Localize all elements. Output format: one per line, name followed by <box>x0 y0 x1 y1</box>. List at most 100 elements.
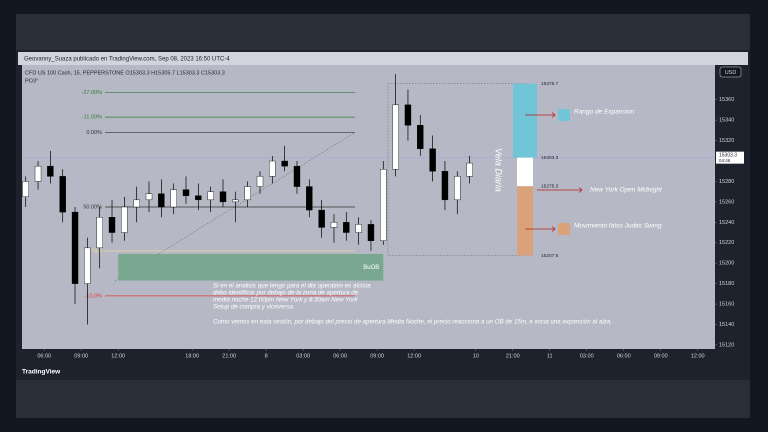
y-tick-label: 15340 <box>719 118 734 124</box>
indicator-legend: PO3° <box>25 78 38 84</box>
x-tick-label: 06:00 <box>617 353 631 359</box>
note-line: media noche 12:00pm New York y 8:30am Ne… <box>213 297 358 304</box>
x-tick-label: 11 <box>547 353 553 359</box>
candle-body <box>84 247 91 284</box>
fib-label: -10.0% <box>85 293 103 299</box>
time-axis <box>22 349 715 362</box>
candle-body <box>34 165 42 182</box>
expansion-swatch <box>558 109 570 121</box>
candle-body <box>293 165 301 187</box>
x-tick-label: 09:00 <box>74 353 88 359</box>
y-tick-label: 15240 <box>719 220 734 226</box>
candle-body <box>71 211 79 284</box>
last-price-time: 04:46 <box>719 158 731 163</box>
candle-body <box>343 222 350 233</box>
brand: TradingView <box>22 369 61 376</box>
y-tick-label: 15280 <box>719 179 734 185</box>
candle-body <box>441 171 449 201</box>
candle-body <box>158 193 165 208</box>
arrow-head <box>578 187 583 193</box>
candle-body <box>59 176 66 213</box>
y-tick-label: 15140 <box>719 322 734 328</box>
y-tick-label: 15200 <box>719 261 734 267</box>
currency-button[interactable] <box>719 66 742 78</box>
x-tick-label: 06:00 <box>333 353 347 359</box>
daily-body <box>517 157 533 187</box>
midnight-label: New York Open Midnight <box>590 187 663 194</box>
candle-body <box>108 217 116 233</box>
daily-range-box <box>387 83 528 256</box>
candle-body <box>281 160 288 167</box>
candle-body <box>306 186 313 211</box>
candle-body <box>454 176 461 201</box>
judas-label: Movimiento falso Judas Swing <box>574 223 662 230</box>
candle-body <box>195 195 202 201</box>
y-tick-label: 15180 <box>719 281 734 287</box>
candle-body <box>22 181 29 197</box>
daily-label: Vela Diaria <box>494 148 504 192</box>
candle-body <box>47 165 54 177</box>
last-price-tag <box>716 151 744 164</box>
x-tick-label: 21:00 <box>506 353 520 359</box>
candle-body <box>182 189 190 196</box>
x-tick-label: 12:00 <box>111 353 125 359</box>
x-tick-label: 12:00 <box>407 353 421 359</box>
x-tick-label: 09:00 <box>370 353 384 359</box>
daily-price-label: 15275.3 <box>541 184 559 190</box>
header-strip <box>18 52 748 65</box>
daily-price-label: 15207.5 <box>541 253 559 259</box>
candle-body <box>404 104 412 126</box>
x-tick-label: 03:00 <box>296 353 310 359</box>
candle-body <box>417 125 424 149</box>
y-tick-label: 15120 <box>719 342 734 348</box>
candle-body <box>121 206 128 233</box>
y-tick-label: 15320 <box>719 138 734 144</box>
x-tick-label: 18:00 <box>185 353 199 359</box>
note-line: debo identificar por debajo de la zona d… <box>213 290 359 297</box>
y-tick-label: 15160 <box>719 302 734 308</box>
daily-judas <box>517 186 533 256</box>
candle-body <box>145 193 153 201</box>
arrow-head <box>551 226 556 232</box>
x-tick-label: 21:00 <box>222 353 236 359</box>
y-tick-label: 15260 <box>719 199 734 205</box>
daily-price-label: 15303.3 <box>541 155 559 161</box>
x-tick-label: 06:00 <box>37 353 51 359</box>
x-tick-label: 12:00 <box>691 353 705 359</box>
top-bar <box>16 14 750 50</box>
candle-body <box>244 186 251 201</box>
y-tick-label: 15220 <box>719 240 734 246</box>
order-block-label: BuOB <box>363 265 379 271</box>
candle-body <box>330 222 338 228</box>
candle-body <box>380 169 387 241</box>
candle-body <box>170 189 177 208</box>
fib-label: 76.4 <box>91 248 102 254</box>
arrow-head <box>551 112 556 118</box>
y-tick-label: 15360 <box>719 97 734 103</box>
candle-body <box>466 162 473 177</box>
candle-body <box>318 209 325 228</box>
candle-body <box>232 199 239 203</box>
candle-body <box>219 191 227 203</box>
expansion-label: Rango de Expansion <box>574 109 635 116</box>
x-tick-label: 09:00 <box>654 353 668 359</box>
bottom-bar <box>16 380 750 418</box>
fib-label: -11.00% <box>82 115 102 121</box>
daily-price-label: 15375.7 <box>541 81 559 87</box>
judas-swatch <box>558 223 570 235</box>
note-line: Setup de compra y viceversa. <box>213 304 295 311</box>
note-line: Si en el analisis que tengo para el dia … <box>213 283 371 290</box>
candle-body <box>133 199 140 208</box>
fib-label: -27.00% <box>82 90 103 96</box>
candle-body <box>367 224 375 241</box>
last-price-value: 15303.3 <box>719 152 737 158</box>
price-axis <box>715 65 745 362</box>
currency[interactable]: USD <box>725 70 737 76</box>
x-tick-label: 10 <box>473 353 479 359</box>
order-block <box>118 253 384 281</box>
candle-body <box>355 224 362 233</box>
candle-body <box>96 217 103 249</box>
note-summary: Como vemos en esta sesión, por debajo de… <box>213 319 612 326</box>
x-tick-label: 8 <box>265 353 268 359</box>
